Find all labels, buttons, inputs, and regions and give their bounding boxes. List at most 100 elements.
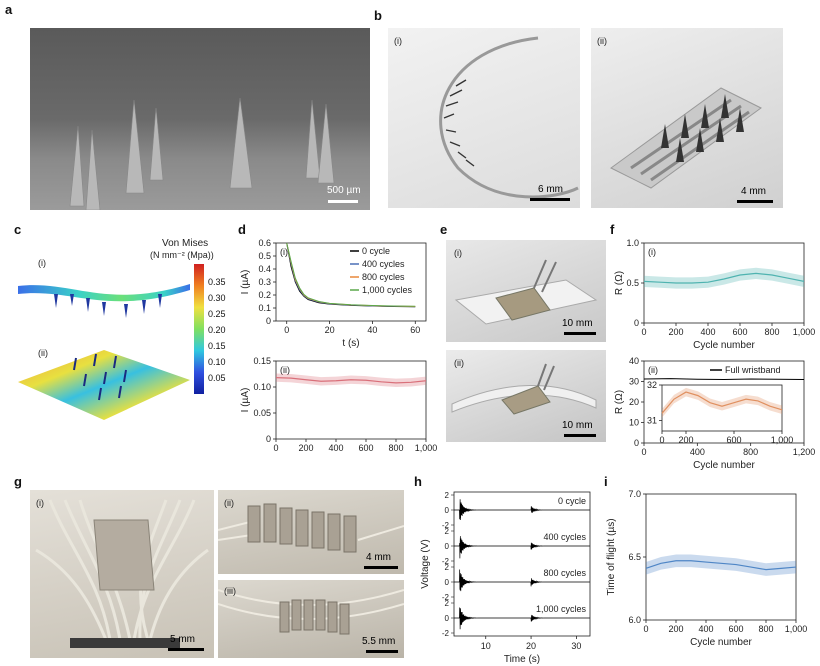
sublabel-g-ii: (ii) <box>224 498 234 508</box>
colorbar-tick: 0.05 <box>208 373 226 383</box>
sublabel-e-i: (i) <box>454 248 462 258</box>
panel-f-label: f <box>610 222 615 237</box>
y-tick-label: 6.0 <box>628 615 641 625</box>
x-axis-label: Cycle number <box>690 637 752 648</box>
x-tick-label: 1,200 <box>793 447 816 457</box>
scale-bar-e-ii <box>564 434 596 437</box>
x-tick-label: 600 <box>358 443 373 453</box>
sensor-flat-drawing <box>454 259 598 325</box>
photo-g-i: (i) 5 mm <box>30 490 214 658</box>
plot-frame <box>661 384 783 432</box>
series-line <box>661 391 783 414</box>
sublabel-g-iii: (iii) <box>224 586 236 596</box>
x-tick-label: 10 <box>481 641 491 651</box>
scale-label-g-i: 5 mm <box>170 634 195 645</box>
confidence-band <box>662 387 782 418</box>
trace-label: 400 cycles <box>543 532 586 542</box>
y-tick-label: 0 <box>445 506 450 515</box>
trace-label: 800 cycles <box>543 568 586 578</box>
confidence-band <box>644 267 804 289</box>
colorbar-title-2: (N mm⁻² (Mpa)) <box>150 250 214 260</box>
scale-label-b-ii: 4 mm <box>741 186 766 197</box>
x-tick-label: 1,000 <box>415 443 438 453</box>
microneedles-drawing <box>69 97 335 210</box>
x-tick-label: 600 <box>726 435 741 445</box>
y-tick-label: 2 <box>445 527 450 536</box>
scale-bar-g-i <box>168 648 204 651</box>
scale-label-b-i: 6 mm <box>538 184 563 195</box>
sublabel-c-ii: (ii) <box>38 348 48 358</box>
y-tick-label: 0.4 <box>258 264 271 274</box>
colorbar-tick: 0.10 <box>208 357 226 367</box>
y-tick-label: -2 <box>442 593 450 602</box>
panel-e-label: e <box>440 222 448 237</box>
scale-label-g-iii: 5.5 mm <box>362 636 396 647</box>
x-tick-label: 600 <box>732 327 747 337</box>
colorbar-tick: 0.20 <box>208 325 226 335</box>
sublabel-c-i: (i) <box>38 258 46 268</box>
plot-frame <box>275 242 427 322</box>
photo-b-ii: (ii) 4 mm <box>591 28 783 208</box>
scale-bar-a <box>328 200 358 203</box>
scale-bar-b-i <box>530 198 570 201</box>
x-tick-label: 200 <box>298 443 313 453</box>
colorbar-ticks: 0.35 0.30 0.25 0.20 0.15 0.10 0.05 <box>208 274 226 386</box>
x-tick-label: 20 <box>526 641 536 651</box>
confidence-band <box>646 554 796 576</box>
photo-g-ii: (ii) 4 mm <box>218 490 404 574</box>
y-tick-label: 32 <box>647 380 657 390</box>
colorbar-tick: 0.15 <box>208 341 226 351</box>
photo-b-i: (i) 6 mm <box>388 28 580 208</box>
x-tick-label: 0 <box>273 443 278 453</box>
legend-label: 800 cycles <box>362 272 405 282</box>
series-line <box>275 377 427 384</box>
colorbar-tick: 0.35 <box>208 277 226 287</box>
y-axis-label: R (Ω) <box>614 271 625 295</box>
sem-microneedle-image: 500 µm <box>30 28 370 210</box>
y-tick-label: 0.10 <box>253 382 271 392</box>
plot-sublabel: (i) <box>648 247 656 257</box>
y-axis-label: Voltage (V) <box>420 539 431 588</box>
scale-label-e-ii: 10 mm <box>562 420 593 431</box>
y-tick-label: 0 <box>445 614 450 623</box>
legend-label: 1,000 cycles <box>362 285 413 295</box>
y-tick-label: 0.5 <box>258 251 271 261</box>
series-line <box>643 272 805 284</box>
array-bent-drawing <box>218 589 404 635</box>
y-axis-label: I (µA) <box>240 388 251 413</box>
scale-label-e-i: 10 mm <box>562 318 593 329</box>
voltage-trace <box>454 499 590 520</box>
scale-bar-b-ii <box>737 200 773 203</box>
y-tick-label: 0.2 <box>258 290 271 300</box>
sublabel-b-i: (i) <box>394 36 402 46</box>
x-tick-label: 400 <box>700 327 715 337</box>
trace-label: 0 cycle <box>558 496 586 506</box>
x-tick-label: 0 <box>284 325 289 335</box>
y-tick-label: 0.5 <box>626 278 639 288</box>
y-tick-label: 7.0 <box>628 489 641 499</box>
colorbar <box>194 264 204 394</box>
panel-b-label: b <box>374 8 382 23</box>
plot-frame <box>453 491 591 637</box>
panel-i-label: i <box>604 474 608 489</box>
x-tick-label: 400 <box>328 443 343 453</box>
y-tick-label: 0 <box>445 542 450 551</box>
x-tick-label: 800 <box>743 447 758 457</box>
plot-sublabel: (i) <box>280 247 288 257</box>
y-tick-label: 0 <box>266 316 271 326</box>
plot-sublabel: (ii) <box>280 365 290 375</box>
fem-simulation <box>18 284 190 420</box>
y-tick-label: 30 <box>629 377 639 387</box>
voltage-trace <box>454 569 590 592</box>
scale-label-g-ii: 4 mm <box>366 552 391 563</box>
photo-e-ii: (ii) 10 mm <box>446 350 606 442</box>
x-tick-label: 800 <box>764 327 779 337</box>
voltage-trace <box>454 607 590 630</box>
x-tick-label: 30 <box>571 641 581 651</box>
panel-c-label: c <box>14 222 22 237</box>
sublabel-g-i: (i) <box>36 498 44 508</box>
panel-a-label: a <box>5 2 13 17</box>
y-tick-label: 0.1 <box>258 303 271 313</box>
legend-label: 0 cycle <box>362 246 390 256</box>
